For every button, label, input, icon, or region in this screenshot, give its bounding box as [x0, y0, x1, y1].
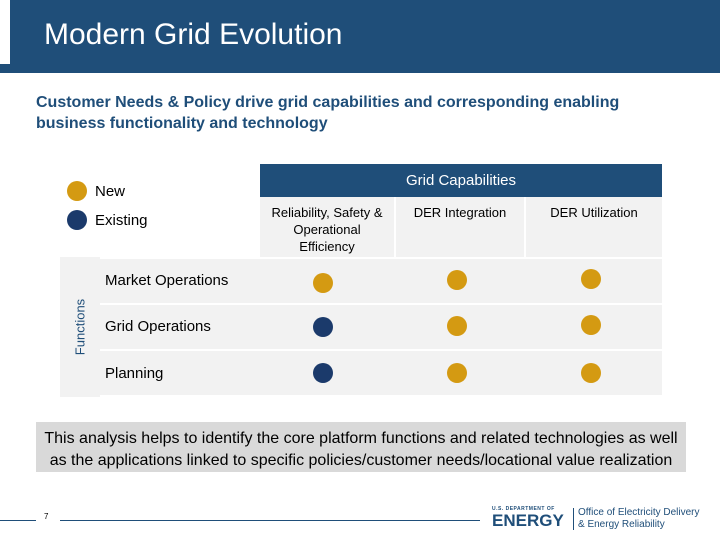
- legend-label-new: New: [95, 182, 126, 200]
- page-title: Modern Grid Evolution: [44, 18, 343, 51]
- legend-label-existing: Existing: [95, 211, 148, 229]
- row-label-planning: Planning: [105, 365, 164, 382]
- functions-label: Functions: [72, 298, 88, 356]
- table-row-market-operations: Market Operations: [100, 259, 662, 303]
- subtitle: Customer Needs & Policy drive grid capab…: [36, 94, 620, 132]
- grid-capabilities-header: Grid Capabilities: [260, 164, 662, 197]
- doe-logo: U.S. DEPARTMENT OF ENERGY: [492, 506, 572, 532]
- new-dot-icon: [447, 270, 467, 290]
- logo-separator: [573, 508, 574, 530]
- doe-logo-line1: U.S. DEPARTMENT OF: [492, 506, 555, 512]
- new-dot-icon: [447, 363, 467, 383]
- column-header-der-utilization: DER Utilization: [526, 197, 662, 257]
- title-bar: Modern Grid Evolution: [0, 0, 720, 73]
- office-logo-line1: Office of Electricity Delivery: [578, 507, 700, 518]
- legend-item-existing: Existing: [67, 210, 148, 230]
- row-label-market-operations: Market Operations: [105, 272, 229, 289]
- legend-item-new: New: [67, 181, 125, 201]
- existing-dot-icon: [313, 317, 333, 337]
- column-header-reliability: Reliability, Safety & Operational Effici…: [260, 197, 394, 257]
- office-logo-line2: & Energy Reliability: [578, 519, 665, 530]
- note-text: This analysis helps to identify the core…: [44, 430, 678, 469]
- table-row-grid-operations: Grid Operations: [100, 305, 662, 349]
- footer-divider: [60, 520, 480, 521]
- new-dot-icon: [581, 315, 601, 335]
- existing-dot-icon: [313, 363, 333, 383]
- table-row-planning: Planning: [100, 351, 662, 395]
- office-logo: Office of Electricity Delivery & Energy …: [578, 507, 700, 531]
- new-dot-icon: [67, 181, 87, 201]
- column-header-der-integration: DER Integration: [396, 197, 524, 257]
- row-label-grid-operations: Grid Operations: [105, 318, 211, 335]
- functions-bar: [60, 257, 100, 397]
- new-dot-icon: [447, 316, 467, 336]
- doe-logo-line2: ENERGY: [492, 511, 564, 530]
- page-number: 7: [44, 512, 49, 521]
- new-dot-icon: [581, 269, 601, 289]
- footer-divider-left: [0, 520, 36, 521]
- new-dot-icon: [313, 273, 333, 293]
- new-dot-icon: [581, 363, 601, 383]
- title-accent: [0, 0, 10, 64]
- note-box: [36, 422, 686, 472]
- existing-dot-icon: [67, 210, 87, 230]
